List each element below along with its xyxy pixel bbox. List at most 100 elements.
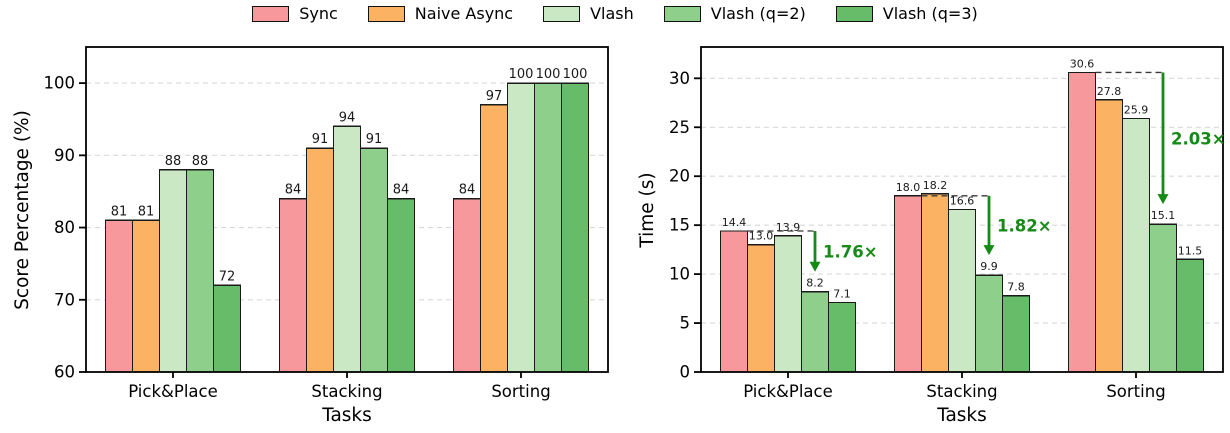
legend-label: Vlash (590, 4, 634, 23)
score-y-axis-label: Score Percentage (%) (12, 110, 33, 310)
bar-value-label: 25.9 (1124, 103, 1149, 116)
bar-vlash-q-3-sorting (560, 82, 590, 373)
legend-item-vlash: Vlash (543, 4, 634, 23)
bar-vlash-stacking (332, 125, 362, 373)
chart-legend: Sync Naive Async Vlash Vlash (q=2) Vlash (q=… (0, 4, 1230, 23)
bar-naive-async-sorting (1094, 99, 1124, 373)
bar-value-label: 81 (138, 204, 155, 219)
bar-vlash-stacking (947, 208, 977, 373)
bar-value-label: 14.4 (722, 216, 747, 229)
y-tick-label: 15 (669, 216, 690, 235)
bar-value-label: 94 (339, 110, 356, 125)
legend-item-vlash-q-2: Vlash (q=2) (663, 4, 806, 23)
bar-sync-pick-place (719, 230, 749, 373)
bar-naive-async-pick-place (131, 219, 161, 373)
bar-value-label: 27.8 (1097, 85, 1122, 98)
bar-vlash-q-2-pick-place (185, 169, 215, 373)
legend-label: Sync (299, 4, 338, 23)
bar-value-label: 84 (459, 183, 476, 198)
bar-naive-async-pick-place (746, 244, 776, 373)
bar-vlash-q-3-sorting (1175, 258, 1205, 373)
bar-vlash-q-3-stacking (386, 197, 416, 373)
legend-swatch-icon (663, 5, 701, 22)
bar-vlash-pick-place (773, 235, 803, 373)
bar-vlash-q-3-stacking (1001, 294, 1031, 373)
legend-label: Vlash (q=3) (882, 4, 978, 23)
y-tick-label: 0 (680, 363, 691, 382)
bar-sync-pick-place (104, 219, 134, 373)
time-y-axis-label: Time (s) (637, 172, 658, 248)
y-tick-label: 60 (54, 363, 75, 382)
legend-item-sync: Sync (252, 4, 338, 23)
x-tick-label: Stacking (926, 382, 997, 401)
legend-item-vlash-q-3: Vlash (q=3) (835, 4, 978, 23)
y-tick-label: 20 (669, 167, 690, 186)
bar-value-label: 81 (111, 204, 128, 219)
y-tick-label: 90 (54, 146, 75, 165)
x-tick-label: Pick&Place (743, 382, 833, 401)
bar-value-label: 15.1 (1151, 209, 1176, 222)
bar-value-label: 30.6 (1070, 57, 1095, 70)
bar-value-label: 13.9 (776, 221, 801, 234)
speedup-label: 1.82× (997, 216, 1052, 235)
y-tick-label: 70 (54, 290, 75, 309)
speedup-label: 1.76× (823, 242, 878, 261)
y-tick-label: 100 (44, 74, 76, 93)
bar-value-label: 84 (285, 183, 302, 198)
bar-vlash-q-3-pick-place (827, 301, 857, 373)
bar-vlash-q-2-sorting (533, 82, 563, 373)
bar-value-label: 9.9 (980, 260, 998, 273)
bar-vlash-q-2-pick-place (800, 291, 830, 373)
bar-value-label: 88 (192, 154, 209, 169)
speedup-arrowhead-icon (1157, 194, 1169, 205)
bar-value-label: 100 (563, 67, 588, 82)
y-tick-label: 80 (54, 218, 75, 237)
y-tick-label: 30 (669, 69, 690, 88)
bar-sync-sorting (1067, 71, 1097, 373)
bar-vlash-sorting (1121, 117, 1151, 373)
bar-vlash-pick-place (158, 169, 188, 373)
bar-value-label: 84 (393, 183, 410, 198)
bar-value-label: 18.0 (896, 181, 921, 194)
bar-value-label: 97 (486, 89, 503, 104)
bar-value-label: 88 (165, 154, 182, 169)
bar-vlash-q-3-pick-place (212, 284, 242, 373)
time-chart: 14.4 18.0 30.6 13.0 18.2 27.8 13.9 16.6 25.9 8.2 9… (637, 46, 1226, 426)
bar-value-label: 7.8 (1007, 281, 1025, 294)
x-tick-label: Sorting (491, 382, 550, 401)
bar-value-label: 100 (509, 67, 534, 82)
bar-value-label: 72 (219, 269, 236, 284)
x-tick-label: Pick&Place (128, 382, 218, 401)
bar-vlash-q-2-stacking (974, 274, 1004, 373)
bar-sync-sorting (452, 197, 482, 373)
bar-value-label: 8.2 (806, 277, 824, 290)
time-x-axis-label: Tasks (936, 405, 987, 426)
legend-swatch-icon (252, 5, 290, 22)
bar-value-label: 7.1 (833, 287, 851, 300)
bar-value-label: 11.5 (1178, 244, 1203, 257)
bar-sync-stacking (893, 195, 923, 373)
bar-vlash-q-2-sorting (1148, 223, 1178, 373)
bar-sync-stacking (278, 197, 308, 373)
bar-value-label: 91 (366, 132, 383, 147)
bar-naive-async-stacking (305, 147, 335, 373)
legend-item-naive-async: Naive Async (367, 4, 514, 23)
bar-naive-async-stacking (920, 193, 950, 373)
score-percentage-chart: 81 84 84 81 91 97 88 94 100 88 91 100 72 84 100 60 70 80 9… (12, 46, 609, 426)
legend-swatch-icon (367, 5, 405, 22)
y-tick-label: 25 (669, 118, 690, 137)
bar-value-label: 16.6 (950, 195, 975, 208)
bar-value-label: 91 (312, 132, 329, 147)
legend-swatch-icon (835, 5, 873, 22)
score-x-axis-label: Tasks (321, 405, 372, 426)
score-chart-plot: 81 84 84 81 91 97 88 94 100 88 91 100 72 84 100 60 70 80 9… (44, 46, 609, 401)
y-tick-label: 10 (669, 265, 690, 284)
legend-label: Naive Async (414, 4, 514, 23)
bar-value-label: 18.2 (923, 179, 948, 192)
speedup-arrowhead-icon (809, 261, 821, 272)
bar-naive-async-sorting (479, 104, 509, 373)
time-chart-plot: 14.4 18.0 30.6 13.0 18.2 27.8 13.9 16.6 25.9 8.2 9… (669, 46, 1226, 401)
y-tick-label: 5 (680, 314, 691, 333)
bar-value-label: 100 (536, 67, 561, 82)
